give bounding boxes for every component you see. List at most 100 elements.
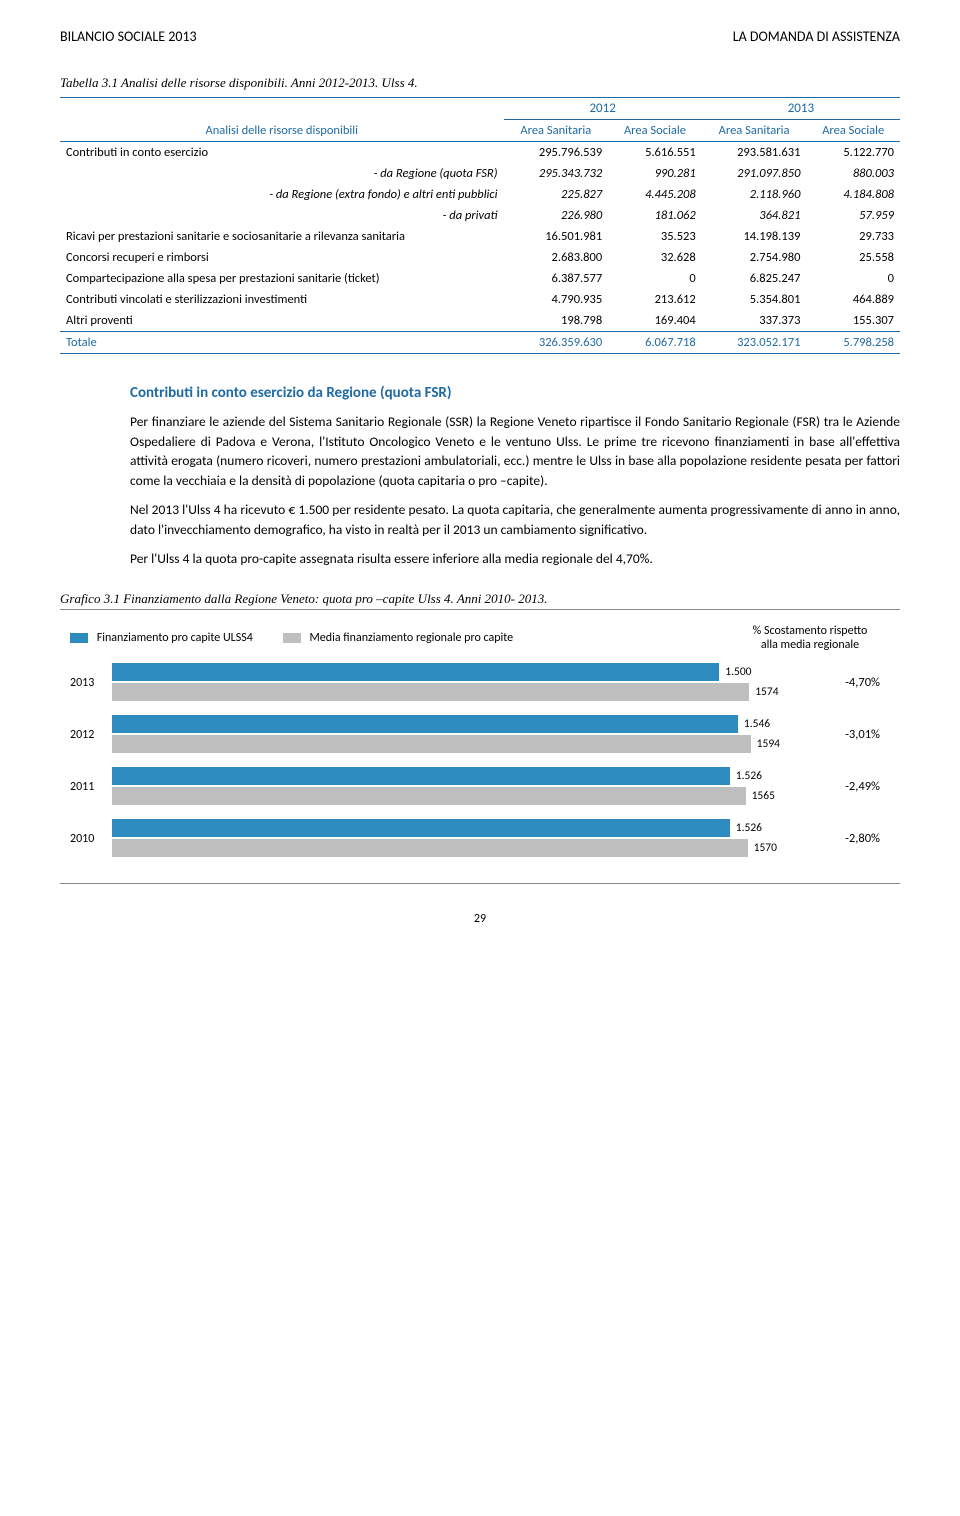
cell-value: 35.523 <box>608 226 702 247</box>
total-v3: 5.798.258 <box>806 332 900 354</box>
col-area-sociale-2: Area Sociale <box>806 120 900 142</box>
cell-value: 32.628 <box>608 247 702 268</box>
header-left: BILANCIO SOCIALE 2013 <box>60 28 197 45</box>
bar-fill <box>112 787 746 805</box>
total-v0: 326.359.630 <box>504 332 609 354</box>
legend-a-label: Finanziamento pro capite ULSS4 <box>97 631 253 645</box>
chart-row: 2012 1.546 1594-3,01% <box>70 715 890 755</box>
bar-fill <box>112 663 719 681</box>
cell-value: 2.683.800 <box>504 247 609 268</box>
cell-value: 4.184.808 <box>806 184 900 205</box>
total-v1: 6.067.718 <box>608 332 702 354</box>
table-row: Contributi in conto esercizio295.796.539… <box>60 142 900 164</box>
table-row: - da privati226.980181.062364.82157.959 <box>60 205 900 226</box>
cell-value: 5.616.551 <box>608 142 702 164</box>
bar-label: 1.526 <box>736 769 762 783</box>
chart-year: 2011 <box>70 780 112 794</box>
paragraph: Per l'Ulss 4 la quota pro-capite assegna… <box>130 549 900 569</box>
chart-legend: Finanziamento pro capite ULSS4 Media fin… <box>70 624 890 653</box>
right-head-2: alla media regionale <box>761 638 859 652</box>
paragraph: Per finanziare le aziende del Sistema Sa… <box>130 412 900 490</box>
row-label: Contributi vincolati e sterilizzazioni i… <box>60 289 504 310</box>
cell-value: 29.733 <box>806 226 900 247</box>
cell-value: 337.373 <box>702 310 807 332</box>
table-row: Ricavi per prestazioni sanitarie e socio… <box>60 226 900 247</box>
row-label: Altri proventi <box>60 310 504 332</box>
bar-label: 1565 <box>752 789 775 803</box>
section-title: Contributi in conto esercizio da Regione… <box>130 384 900 402</box>
cell-value: 364.821 <box>702 205 807 226</box>
total-v2: 323.052.171 <box>702 332 807 354</box>
cell-value: 169.404 <box>608 310 702 332</box>
cell-value: 5.122.770 <box>806 142 900 164</box>
bar-fill <box>112 683 749 701</box>
cell-value: 2.118.960 <box>702 184 807 205</box>
cell-value: 25.558 <box>806 247 900 268</box>
cell-value: 6.825.247 <box>702 268 807 289</box>
cell-value: 213.612 <box>608 289 702 310</box>
legend-item-a: Finanziamento pro capite ULSS4 <box>70 631 253 645</box>
cell-value: 57.959 <box>806 205 900 226</box>
bar-media: 1570 <box>112 839 780 857</box>
row-label: Compartecipazione alla spesa per prestaz… <box>60 268 504 289</box>
cell-value: 295.343.732 <box>504 163 609 184</box>
resources-table: Analisi delle risorse disponibili 2012 2… <box>60 97 900 354</box>
cell-value: 880.003 <box>806 163 900 184</box>
bar-label: 1.546 <box>744 717 770 731</box>
chart-row: 2013 1.500 1574-4,70% <box>70 663 890 703</box>
chart-bars: 1.526 1565 <box>112 767 780 807</box>
chart-scostamento: -4,70% <box>780 675 890 690</box>
table-row: Concorsi recuperi e rimborsi2.683.80032.… <box>60 247 900 268</box>
cell-value: 16.501.981 <box>504 226 609 247</box>
chart-year: 2013 <box>70 676 112 690</box>
row-label: Contributi in conto esercizio <box>60 142 504 164</box>
bar-fill <box>112 819 730 837</box>
bar-ulss4: 1.526 <box>112 767 780 785</box>
chart-scostamento: -2,49% <box>780 779 890 794</box>
page-number: 29 <box>60 912 900 926</box>
col-area-sociale-1: Area Sociale <box>608 120 702 142</box>
cell-value: 155.307 <box>806 310 900 332</box>
bar-ulss4: 1.546 <box>112 715 780 733</box>
cell-value: 0 <box>806 268 900 289</box>
cell-value: 990.281 <box>608 163 702 184</box>
bar-label: 1.500 <box>725 665 751 679</box>
table-caption: Tabella 3.1 Analisi delle risorse dispon… <box>60 75 900 91</box>
cell-value: 293.581.631 <box>702 142 807 164</box>
bar-media: 1594 <box>112 735 780 753</box>
cell-value: 225.827 <box>504 184 609 205</box>
chart-scostamento: -3,01% <box>780 727 890 742</box>
col-area-sanitaria-1: Area Sanitaria <box>504 120 609 142</box>
right-head-1: % Scostamento rispetto <box>753 624 868 638</box>
cell-value: 464.889 <box>806 289 900 310</box>
total-label: Totale <box>60 332 504 354</box>
legend-item-b: Media finanziamento regionale pro capite <box>283 631 513 645</box>
chart-year: 2010 <box>70 832 112 846</box>
cell-value: 5.354.801 <box>702 289 807 310</box>
row-label: Ricavi per prestazioni sanitarie e socio… <box>60 226 504 247</box>
bar-label: 1574 <box>755 685 778 699</box>
table-row: - da Regione (extra fondo) e altri enti … <box>60 184 900 205</box>
chart-year: 2012 <box>70 728 112 742</box>
bar-fill <box>112 767 730 785</box>
chart-container: Finanziamento pro capite ULSS4 Media fin… <box>60 609 900 884</box>
col-group-2012: 2012 <box>504 98 702 120</box>
bar-media: 1574 <box>112 683 780 701</box>
table-row-header: Analisi delle risorse disponibili <box>60 98 504 142</box>
table-row: - da Regione (quota FSR)295.343.732990.2… <box>60 163 900 184</box>
col-group-2013: 2013 <box>702 98 900 120</box>
chart-row: 20101.5261570-2,80% <box>70 819 890 859</box>
header-right: LA DOMANDA DI ASSISTENZA <box>733 28 900 45</box>
chart-row: 2011 1.526 1565 -2,49% <box>70 767 890 807</box>
cell-value: 198.798 <box>504 310 609 332</box>
bar-ulss4: 1.500 <box>112 663 780 681</box>
cell-value: 14.198.139 <box>702 226 807 247</box>
row-label: Concorsi recuperi e rimborsi <box>60 247 504 268</box>
col-area-sanitaria-2: Area Sanitaria <box>702 120 807 142</box>
bar-label: 1570 <box>754 841 777 855</box>
bar-fill <box>112 839 748 857</box>
swatch-a <box>70 633 88 643</box>
legend-b-label: Media finanziamento regionale pro capite <box>310 631 514 645</box>
row-label: - da Regione (quota FSR) <box>60 163 504 184</box>
section-body: Per finanziare le aziende del Sistema Sa… <box>130 412 900 569</box>
